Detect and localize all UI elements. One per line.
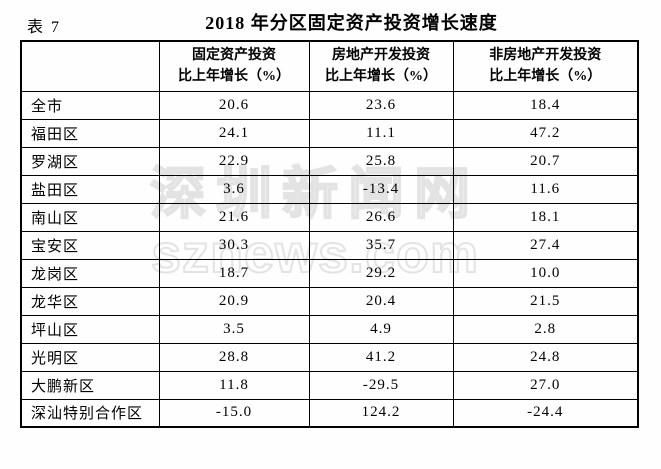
value-cell: 20.7 [452,146,639,176]
value-cell: 35.7 [308,230,454,260]
table-body: 全市 20.6 23.6 18.4 福田区 24.1 11.1 47.2 罗湖区 22.9 25.8… [20,90,639,428]
value-cell: 41.2 [308,342,454,372]
value-cell: 26.6 [308,202,454,232]
value-cell: 20.4 [308,286,454,316]
table-row: 龙华区 20.9 20.4 21.5 [20,286,639,316]
value-cell: 22.9 [158,146,310,176]
value-cell: 11.1 [308,118,454,148]
table-row: 龙岗区 18.7 29.2 10.0 [20,258,639,288]
investment-growth-table: 固定资产投资 比上年增长（%） 房地产开发投资 比上年增长（%） 非房地产开发投… [20,40,639,428]
value-cell: 21.5 [452,286,639,316]
value-cell: 27.0 [452,370,639,400]
value-cell: 24.1 [158,118,310,148]
column-header-line1: 房地产开发投资 [332,48,430,64]
region-cell: 南山区 [20,202,160,232]
table-caption: 表 7 2018 年分区固定资产投资增长速度 [20,8,637,38]
region-cell: 大鹏新区 [20,370,160,400]
value-cell: 18.4 [452,90,639,120]
table-row: 深汕特别合作区 -15.0 124.2 -24.4 [20,398,639,428]
column-header-line1: 固定资产投资 [192,48,276,64]
region-cell: 龙华区 [20,286,160,316]
table-row: 坪山区 3.5 4.9 2.8 [20,314,639,344]
header-row: 固定资产投资 比上年增长（%） 房地产开发投资 比上年增长（%） 非房地产开发投… [20,40,639,92]
value-cell: 11.6 [452,174,639,204]
region-cell: 全市 [20,90,160,120]
value-cell: 30.3 [158,230,310,260]
value-cell: 28.8 [158,342,310,372]
value-cell: 20.6 [158,90,310,120]
table-row: 福田区 24.1 11.1 47.2 [20,118,639,148]
column-header-line2: 比上年增长（%） [325,69,437,85]
table-title: 2018 年分区固定资产投资增长速度 [205,13,498,33]
value-cell: 27.4 [452,230,639,260]
value-cell: 3.5 [158,314,310,344]
value-cell: 20.9 [158,286,310,316]
column-header-line1: 非房地产开发投资 [489,48,602,64]
column-header-line2: 比上年增长（%） [489,69,602,85]
value-cell: 29.2 [308,258,454,288]
value-cell: 4.9 [308,314,454,344]
value-cell: -13.4 [308,174,454,204]
region-cell: 龙岗区 [20,258,160,288]
value-cell: -24.4 [452,398,639,428]
table-row: 光明区 28.8 41.2 24.8 [20,342,639,372]
corner-header-cell [20,40,160,92]
value-cell: 21.6 [158,202,310,232]
value-cell: -15.0 [158,398,310,428]
column-header-real-estate: 房地产开发投资 比上年增长（%） [308,40,454,92]
column-header-fixed-asset: 固定资产投资 比上年增长（%） [158,40,310,92]
value-cell: 2.8 [452,314,639,344]
region-cell: 罗湖区 [20,146,160,176]
region-cell: 光明区 [20,342,160,372]
table-number-label: 表 7 [27,19,62,36]
value-cell: 3.6 [158,174,310,204]
value-cell: 10.0 [452,258,639,288]
table-row: 南山区 21.6 26.6 18.1 [20,202,639,232]
table-row: 罗湖区 22.9 25.8 20.7 [20,146,639,176]
region-cell: 宝安区 [20,230,160,260]
table-row: 全市 20.6 23.6 18.4 [20,90,639,120]
value-cell: 47.2 [452,118,639,148]
value-cell: 23.6 [308,90,454,120]
value-cell: 18.7 [158,258,310,288]
value-cell: 124.2 [308,398,454,428]
region-cell: 盐田区 [20,174,160,204]
value-cell: 24.8 [452,342,639,372]
column-header-non-real-estate: 非房地产开发投资 比上年增长（%） [452,40,639,92]
region-cell: 福田区 [20,118,160,148]
value-cell: -29.5 [308,370,454,400]
value-cell: 11.8 [158,370,310,400]
region-cell: 深汕特别合作区 [20,398,160,428]
table-row: 大鹏新区 11.8 -29.5 27.0 [20,370,639,400]
region-cell: 坪山区 [20,314,160,344]
table-row: 盐田区 3.6 -13.4 11.6 [20,174,639,204]
value-cell: 25.8 [308,146,454,176]
column-header-line2: 比上年增长（%） [178,69,290,85]
value-cell: 18.1 [452,202,639,232]
table-header: 固定资产投资 比上年增长（%） 房地产开发投资 比上年增长（%） 非房地产开发投… [20,40,639,92]
table-row: 宝安区 30.3 35.7 27.4 [20,230,639,260]
